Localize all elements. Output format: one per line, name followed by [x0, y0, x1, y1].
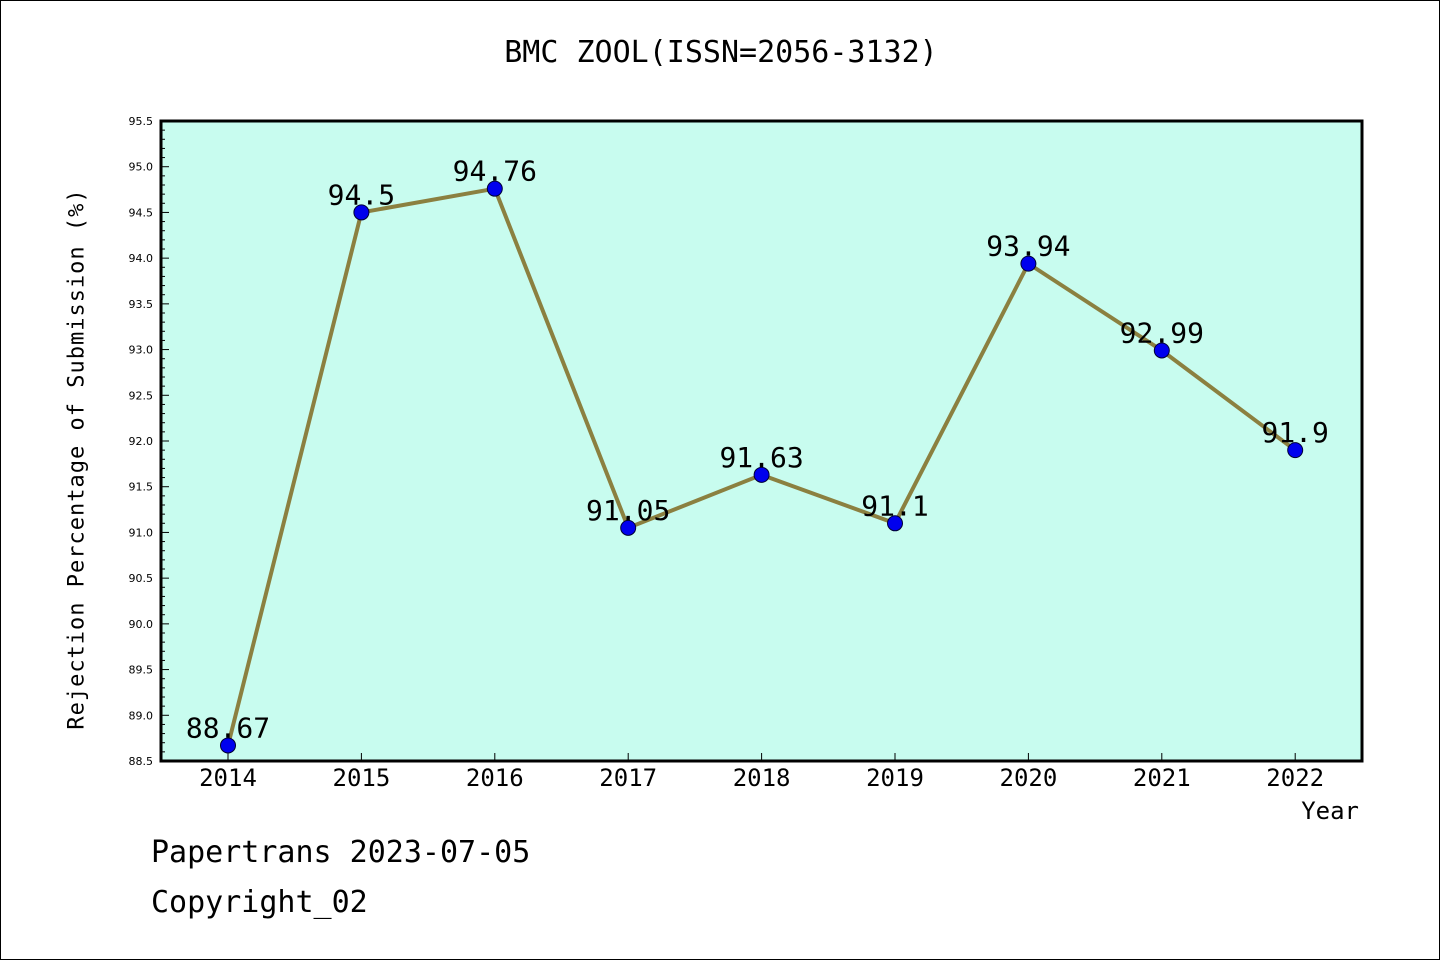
- x-tick-label: 2022: [1266, 764, 1324, 792]
- y-tick-label: 95.5: [129, 115, 154, 128]
- x-tick-label: 2021: [1133, 764, 1191, 792]
- y-tick-label: 91.5: [129, 481, 154, 494]
- plot-frame: [159, 119, 1364, 763]
- y-tick-label: 94.5: [129, 206, 154, 219]
- data-label: 91.05: [586, 494, 670, 527]
- y-tick-label: 92.5: [129, 389, 154, 402]
- y-tick-label: 94.0: [129, 252, 154, 265]
- y-tick-label: 90.0: [129, 618, 154, 631]
- data-point: [486, 180, 503, 197]
- x-tick-label: 2015: [333, 764, 391, 792]
- data-point: [620, 519, 637, 536]
- data-point: [1020, 255, 1037, 272]
- x-axis-label: Year: [1301, 797, 1359, 825]
- data-label: 91.1: [861, 489, 928, 522]
- y-tick-label: 89.0: [129, 709, 154, 722]
- y-tick-label: 91.0: [129, 526, 154, 539]
- x-tick-label: 2017: [599, 764, 657, 792]
- x-tick-label: 2020: [1000, 764, 1058, 792]
- data-label: 91.63: [719, 441, 803, 474]
- data-label: 93.94: [986, 230, 1070, 263]
- y-tick-label: 95.0: [129, 161, 154, 174]
- y-tick-label: 89.5: [129, 664, 154, 677]
- footer-copyright-text: Copyright_02: [151, 885, 368, 920]
- x-tick-label: 2019: [866, 764, 924, 792]
- data-point: [353, 204, 370, 221]
- y-tick-label: 88.5: [129, 755, 154, 768]
- chart-title: BMC ZOOL(ISSN=2056-3132): [504, 35, 938, 70]
- data-label: 94.76: [453, 155, 537, 188]
- data-point: [220, 737, 236, 754]
- x-tick-label: 2014: [199, 764, 257, 792]
- y-tick-label: 93.5: [129, 298, 154, 311]
- data-point: [753, 466, 770, 483]
- y-tick-label: 92.0: [129, 435, 154, 448]
- y-axis-label: Rejection Percentage of Submission (%): [64, 188, 90, 730]
- plot-area: [161, 121, 1362, 761]
- data-label: 91.9: [1261, 416, 1328, 449]
- x-tick-label: 2016: [466, 764, 524, 792]
- data-point: [1287, 442, 1304, 459]
- footer-date-text: Papertrans 2023-07-05: [151, 835, 531, 870]
- x-tick-label: 2018: [733, 764, 791, 792]
- data-point: [887, 515, 903, 532]
- data-label: 88.67: [186, 711, 270, 744]
- data-label: 94.5: [328, 178, 395, 211]
- y-tick-label: 90.5: [129, 572, 154, 585]
- data-point: [1153, 342, 1170, 359]
- data-label: 92.99: [1120, 316, 1204, 349]
- y-tick-label: 93.0: [129, 344, 154, 357]
